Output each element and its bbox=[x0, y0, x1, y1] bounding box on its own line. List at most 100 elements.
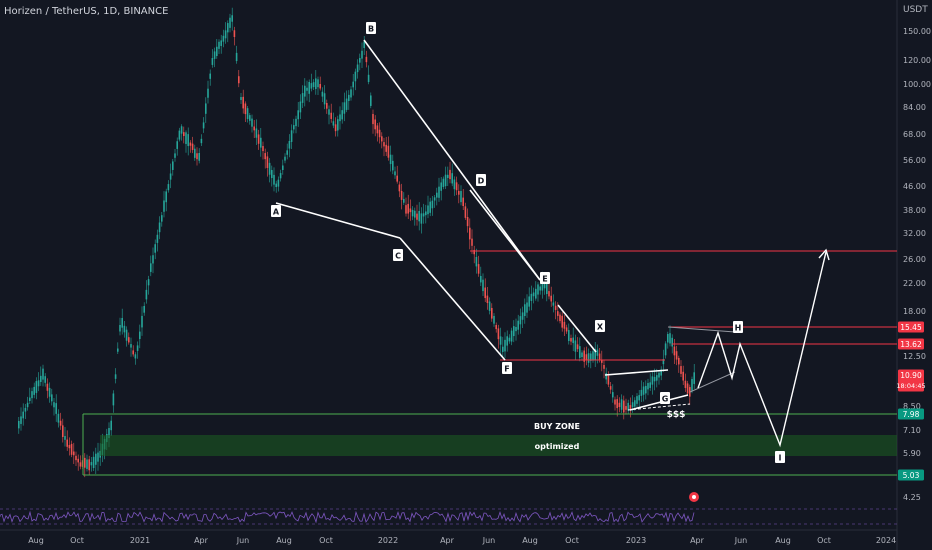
candle bbox=[205, 103, 207, 114]
candle bbox=[147, 279, 150, 286]
candle bbox=[374, 119, 376, 130]
wave-label-box bbox=[502, 362, 512, 374]
candle bbox=[198, 152, 200, 161]
candle bbox=[361, 50, 363, 59]
x-tick-label: Aug bbox=[522, 536, 538, 545]
candle bbox=[163, 200, 165, 212]
wave-label-box bbox=[271, 205, 281, 217]
x-tick-label: 2021 bbox=[130, 536, 150, 545]
chart-title: Horizen / TetherUS, 1D, BINANCE bbox=[4, 6, 168, 17]
pattern-drawings: BUY ZONE optimized $$$ A B C D E F X G H I bbox=[82, 22, 897, 476]
candle bbox=[662, 359, 665, 365]
candle bbox=[178, 130, 181, 140]
candle bbox=[638, 395, 640, 401]
candle bbox=[537, 284, 539, 295]
wave-label: C bbox=[395, 252, 401, 261]
candle bbox=[414, 210, 416, 218]
y-tick-label: 56.00 bbox=[903, 156, 926, 165]
candle bbox=[79, 462, 82, 467]
candle bbox=[532, 292, 535, 297]
optimized-label: optimized bbox=[535, 442, 580, 451]
candle bbox=[524, 304, 526, 317]
y-tick-label: 100.00 bbox=[903, 80, 931, 89]
candle bbox=[482, 279, 484, 292]
wave-label-box bbox=[733, 321, 743, 333]
candle bbox=[128, 337, 130, 343]
liquidity-dashed-line bbox=[627, 403, 691, 411]
candle bbox=[460, 191, 462, 203]
wave-label: H bbox=[735, 324, 742, 333]
candle bbox=[75, 455, 77, 461]
candle bbox=[33, 386, 35, 395]
candle bbox=[202, 122, 205, 129]
candle bbox=[422, 213, 425, 217]
candle bbox=[330, 112, 332, 119]
candle bbox=[224, 30, 227, 39]
candle bbox=[680, 366, 682, 374]
candle bbox=[418, 210, 420, 222]
candle bbox=[40, 375, 42, 383]
candle bbox=[306, 87, 308, 91]
pattern-line bbox=[557, 304, 597, 353]
candle bbox=[288, 140, 291, 149]
candles-layer bbox=[18, 7, 695, 478]
candle bbox=[530, 293, 533, 301]
candle bbox=[341, 110, 343, 120]
candle bbox=[506, 336, 508, 346]
pattern-line bbox=[363, 39, 541, 281]
y-tick-label: 4.25 bbox=[903, 493, 921, 502]
x-tick-label: Jun bbox=[236, 536, 250, 545]
candle bbox=[211, 58, 214, 65]
candle bbox=[411, 209, 414, 217]
candle bbox=[447, 174, 449, 178]
candle bbox=[682, 371, 684, 381]
wave-label-box bbox=[366, 22, 376, 34]
candle bbox=[332, 121, 335, 126]
candle bbox=[678, 357, 680, 365]
x-tick-label: 2023 bbox=[626, 536, 646, 545]
candle bbox=[572, 337, 574, 344]
x-tick-label: Oct bbox=[817, 536, 831, 545]
candle bbox=[625, 406, 627, 410]
x-tick-label: Apr bbox=[440, 536, 455, 545]
candle bbox=[284, 156, 286, 161]
candle bbox=[356, 64, 359, 73]
candle bbox=[337, 119, 339, 131]
price-tag-value: 15.45 bbox=[900, 323, 922, 332]
candle bbox=[238, 76, 240, 84]
candle bbox=[141, 315, 143, 328]
candle bbox=[563, 321, 566, 329]
candle bbox=[51, 394, 53, 402]
candle bbox=[152, 255, 154, 264]
candle bbox=[541, 278, 544, 291]
candle bbox=[691, 378, 693, 391]
y-tick-label: 32.00 bbox=[903, 229, 926, 238]
candle bbox=[554, 305, 557, 310]
candle bbox=[365, 56, 368, 63]
triangle-line bbox=[667, 326, 736, 333]
candle bbox=[429, 201, 431, 213]
candle bbox=[581, 352, 583, 358]
candle bbox=[387, 145, 390, 158]
candle bbox=[88, 459, 90, 471]
candle bbox=[145, 289, 148, 300]
candle bbox=[251, 118, 253, 127]
candle bbox=[519, 316, 522, 325]
price-tag-value: 13.62 bbox=[900, 340, 922, 349]
candle bbox=[125, 329, 128, 341]
candle bbox=[119, 324, 121, 332]
candle bbox=[378, 129, 381, 138]
y-tick-label: 22.00 bbox=[903, 279, 926, 288]
candle bbox=[231, 15, 233, 22]
candle bbox=[570, 338, 572, 342]
candle bbox=[290, 130, 293, 142]
candle bbox=[561, 315, 563, 328]
x-tick-label: Oct bbox=[565, 536, 579, 545]
candle bbox=[176, 141, 178, 149]
candle bbox=[392, 160, 394, 171]
time-axis: Aug Oct 2021 Apr Jun Aug Oct 2022 Apr Jun Aug Oct 20… bbox=[28, 536, 896, 545]
candle bbox=[550, 295, 552, 302]
candle bbox=[187, 134, 189, 147]
candle bbox=[132, 350, 134, 355]
